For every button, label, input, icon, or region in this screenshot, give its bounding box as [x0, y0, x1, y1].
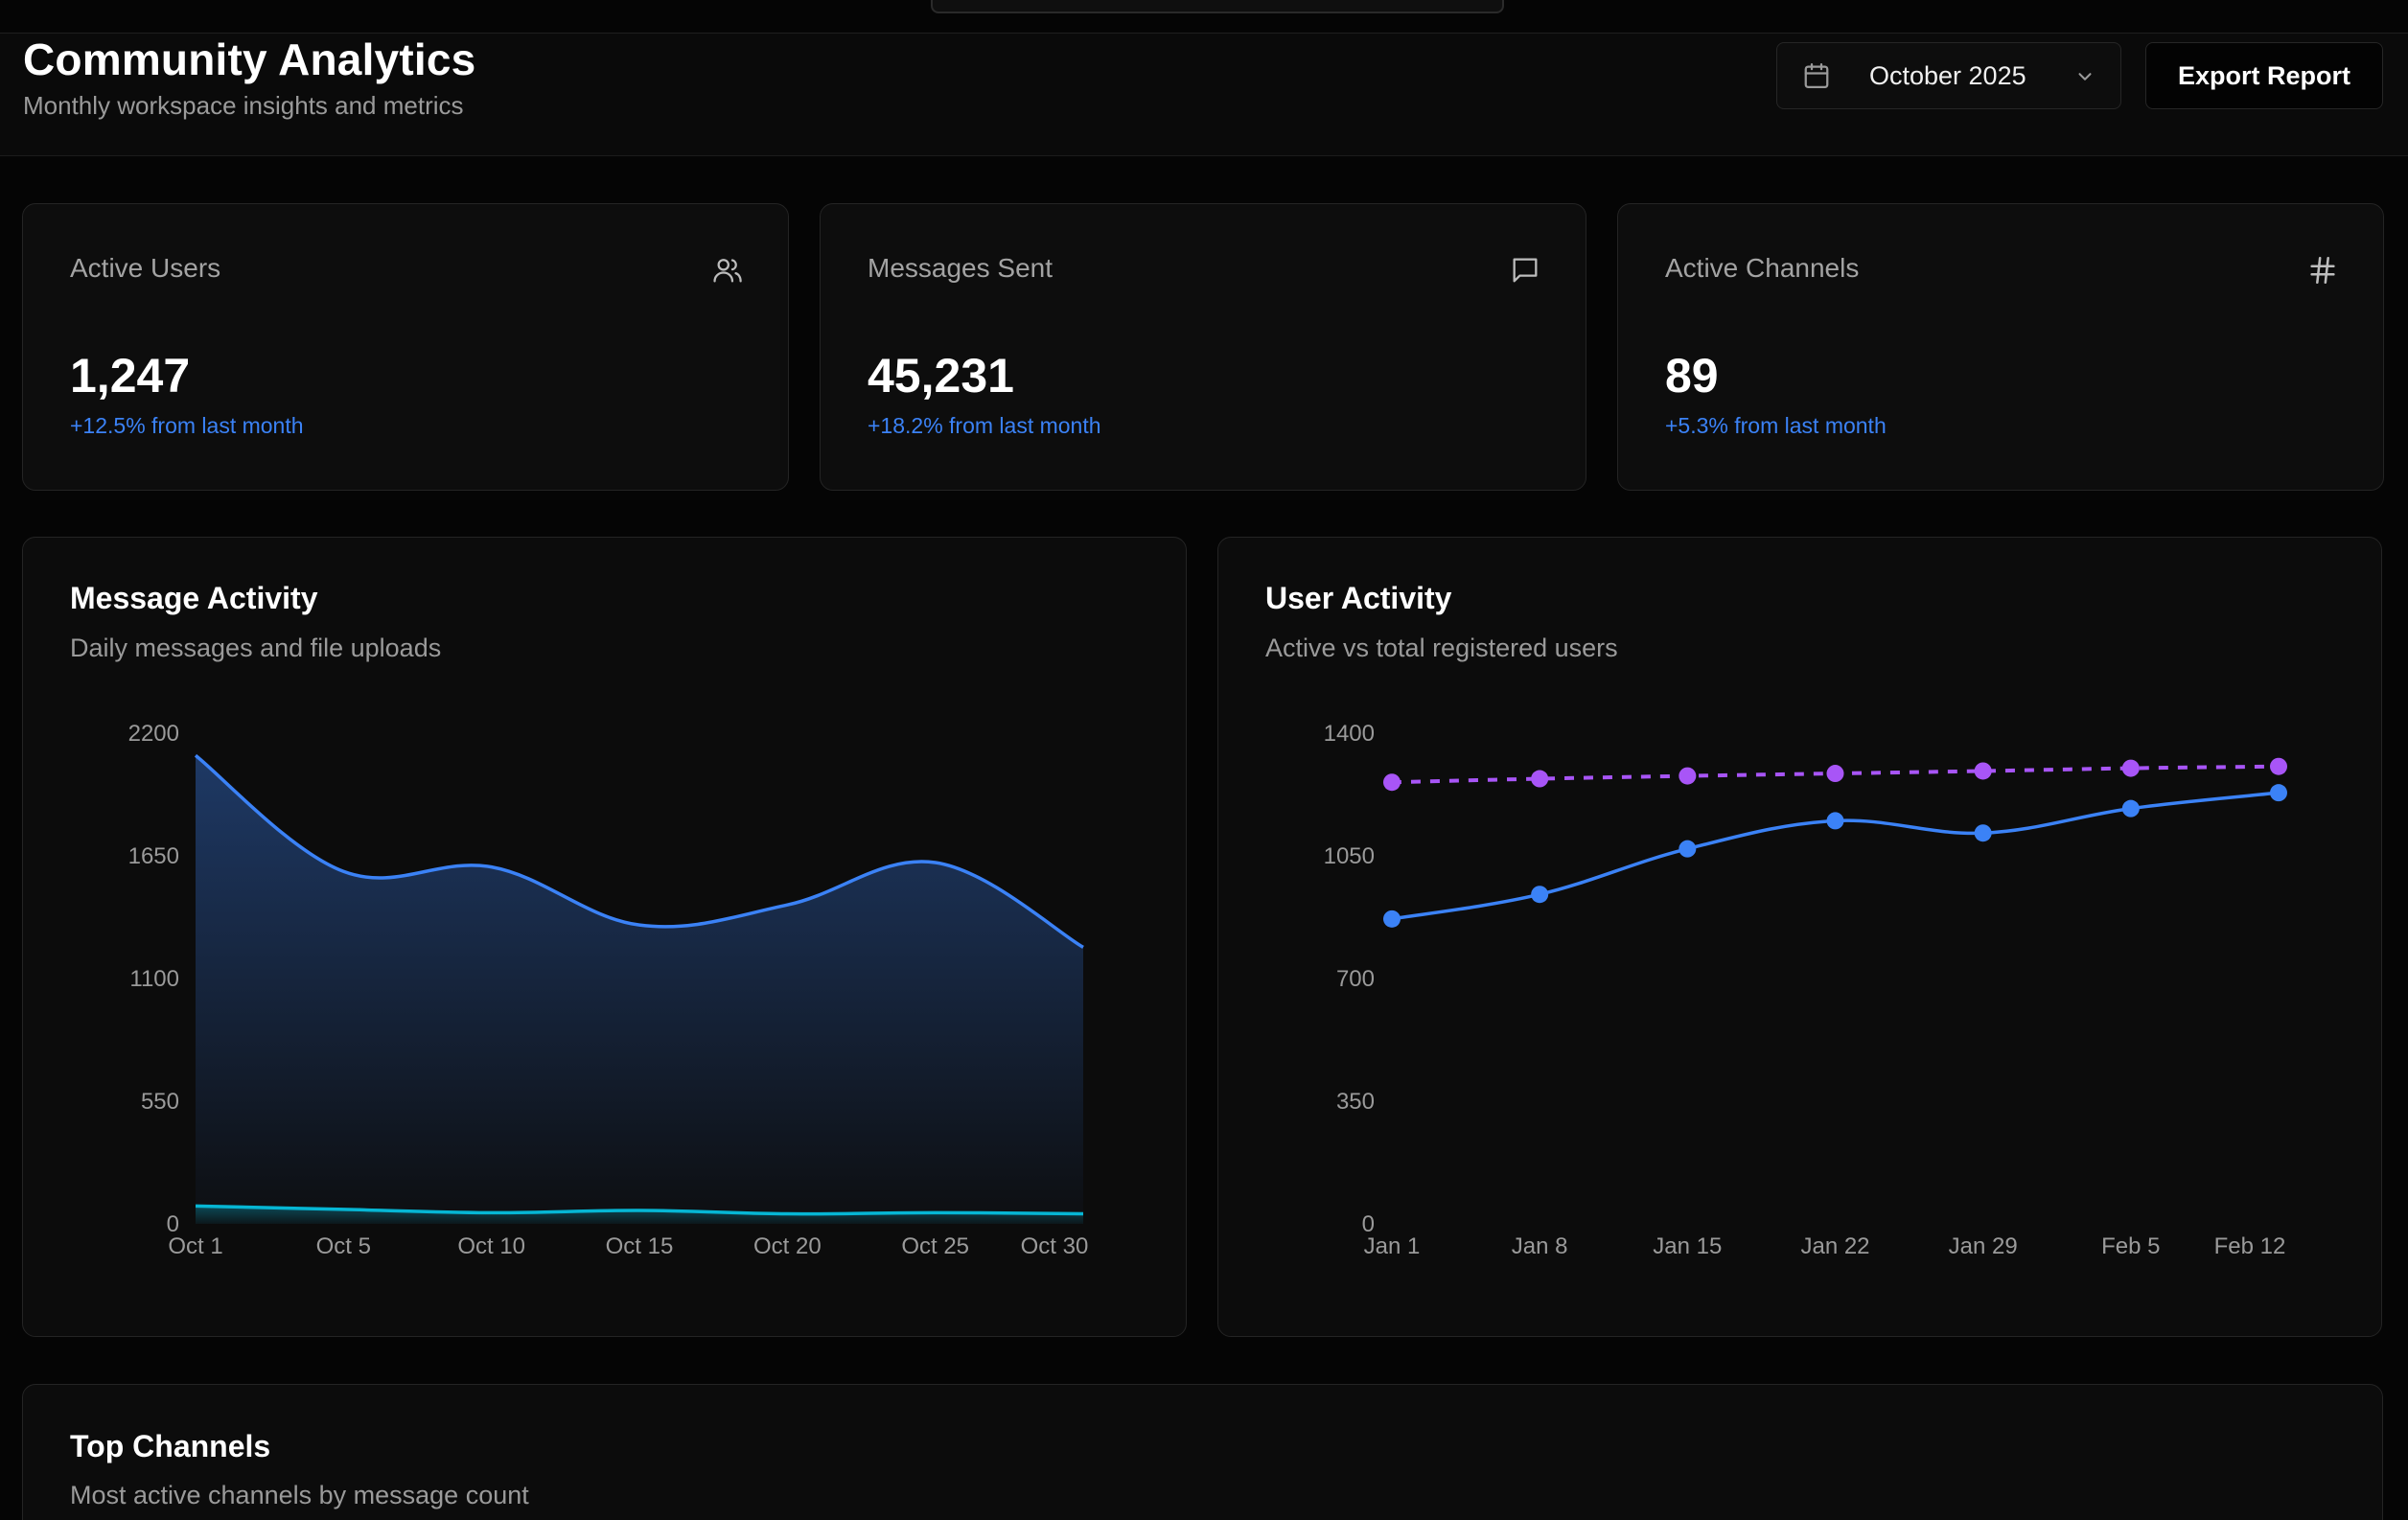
- series-line: [195, 1204, 1084, 1216]
- data-point: [1679, 767, 1697, 785]
- chevron-down-icon: [2078, 73, 2092, 81]
- page-subtitle: Monthly workspace insights and metrics: [23, 91, 464, 120]
- x-tick-label: Oct 1: [168, 1233, 222, 1259]
- x-tick-label: Jan 22: [1800, 1233, 1869, 1259]
- stat-card-active-channels: Active Channels 89 +5.3% from last month: [1617, 203, 2384, 491]
- data-point: [1679, 840, 1697, 858]
- y-tick-label: 0: [1362, 1211, 1375, 1237]
- x-tick-label: Feb 5: [2101, 1233, 2160, 1259]
- chart-title: User Activity: [1265, 581, 1452, 615]
- stat-card-active-users: Active Users 1,247 +12.5% from last mont…: [22, 203, 789, 491]
- data-point: [2270, 757, 2287, 775]
- series-line: [1391, 791, 2280, 921]
- message-activity-chart: 0 550 1100 1650 2200 Oct 1 Oct 5 Oct 10 Oct 15 Oc…: [128, 721, 1089, 1259]
- data-point: [1383, 910, 1401, 928]
- user-activity-card: User Activity Active vs total registered…: [1217, 537, 2382, 1337]
- section-subtitle: Most active channels by message count: [70, 1481, 529, 1509]
- chart-subtitle: Daily messages and file uploads: [70, 633, 442, 662]
- stat-value: 45,231: [868, 349, 1014, 403]
- data-point: [2270, 784, 2287, 802]
- stat-label: Messages Sent: [868, 253, 1053, 283]
- y-tick-label: 1050: [1324, 843, 1375, 869]
- series-area: [196, 755, 1083, 1224]
- data-point: [1531, 886, 1549, 904]
- stat-card-messages-sent: Messages Sent 45,231 +18.2% from last mo…: [820, 203, 1586, 491]
- top-channels-card: Top Channels Most active channels by mes…: [22, 1384, 2383, 1520]
- y-tick-label: 350: [1336, 1089, 1375, 1115]
- calendar-icon: [1804, 63, 1829, 88]
- stat-delta: +18.2% from last month: [868, 413, 1101, 438]
- x-tick-label: Oct 10: [457, 1233, 525, 1259]
- x-tick-label: Jan 8: [1512, 1233, 1568, 1259]
- data-point: [1974, 762, 1992, 780]
- y-tick-label: 1100: [129, 966, 179, 992]
- data-point: [1531, 770, 1549, 788]
- y-tick-label: 1650: [128, 843, 179, 869]
- stat-label: Active Users: [70, 253, 221, 283]
- message-icon: [1513, 258, 1538, 283]
- x-tick-label: Jan 1: [1364, 1233, 1421, 1259]
- stat-value: 1,247: [70, 349, 191, 403]
- x-tick-label: Oct 30: [1021, 1233, 1089, 1259]
- x-tick-label: Jan 15: [1653, 1233, 1722, 1259]
- page-header: Community Analytics Monthly workspace in…: [0, 34, 2408, 156]
- x-tick-label: Oct 25: [901, 1233, 969, 1259]
- users-icon: [713, 259, 742, 283]
- series-area: [196, 1206, 1083, 1224]
- message-activity-card: Message Activity Daily messages and file…: [22, 537, 1187, 1337]
- hash-icon: [2310, 256, 2335, 285]
- x-tick-label: Feb 12: [2214, 1233, 2286, 1259]
- data-point: [1383, 773, 1401, 792]
- series-line: [194, 753, 1084, 949]
- x-tick-label: Oct 15: [606, 1233, 674, 1259]
- date-selector-label: October 2025: [1869, 60, 2026, 90]
- y-tick-label: 0: [167, 1211, 179, 1237]
- page-title: Community Analytics: [23, 35, 476, 84]
- chart-subtitle: Active vs total registered users: [1265, 633, 1618, 662]
- data-point: [1826, 765, 1844, 783]
- x-tick-label: Jan 29: [1949, 1233, 2018, 1259]
- y-tick-label: 1400: [1324, 721, 1375, 747]
- top-divider: [0, 33, 2408, 34]
- x-tick-label: Oct 5: [316, 1233, 371, 1259]
- y-tick-label: 550: [141, 1089, 179, 1115]
- stat-delta: +12.5% from last month: [70, 413, 304, 438]
- section-title: Top Channels: [70, 1429, 271, 1463]
- export-report-button[interactable]: Export Report: [2145, 42, 2383, 109]
- y-tick-label: 700: [1336, 966, 1375, 992]
- x-tick-label: Oct 20: [753, 1233, 822, 1259]
- y-tick-label: 2200: [128, 721, 179, 747]
- data-point: [2121, 759, 2140, 777]
- date-selector[interactable]: October 2025: [1776, 42, 2121, 109]
- data-point: [1826, 812, 1844, 830]
- top-window-tab: [931, 0, 1504, 13]
- data-point: [1974, 824, 1992, 842]
- data-point: [2121, 799, 2140, 818]
- stat-label: Active Channels: [1665, 253, 1860, 283]
- user-activity-chart: 0 350 700 1050 1400 Jan 1 Jan 8 Jan 15 Jan 22 Jan…: [1324, 721, 2287, 1259]
- chart-title: Message Activity: [70, 581, 318, 615]
- stat-delta: +5.3% from last month: [1665, 413, 1887, 438]
- stat-value: 89: [1665, 349, 1719, 403]
